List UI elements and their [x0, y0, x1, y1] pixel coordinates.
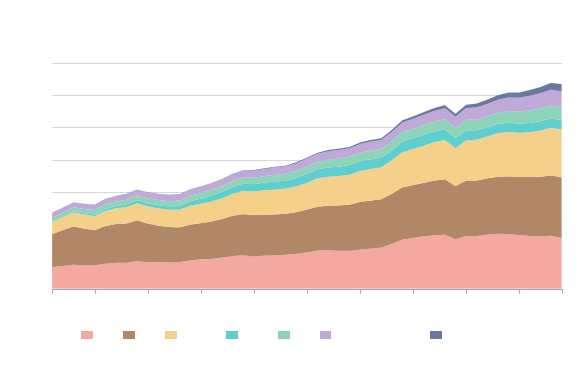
Legend: 石炭, 石油, 天然ガス, 原子力, 水力, バイオ燃料と廃棄物, その他: 石炭, 石油, 天然ガス, 原子力, 水力, バイオ燃料と廃棄物, その他	[81, 331, 475, 339]
